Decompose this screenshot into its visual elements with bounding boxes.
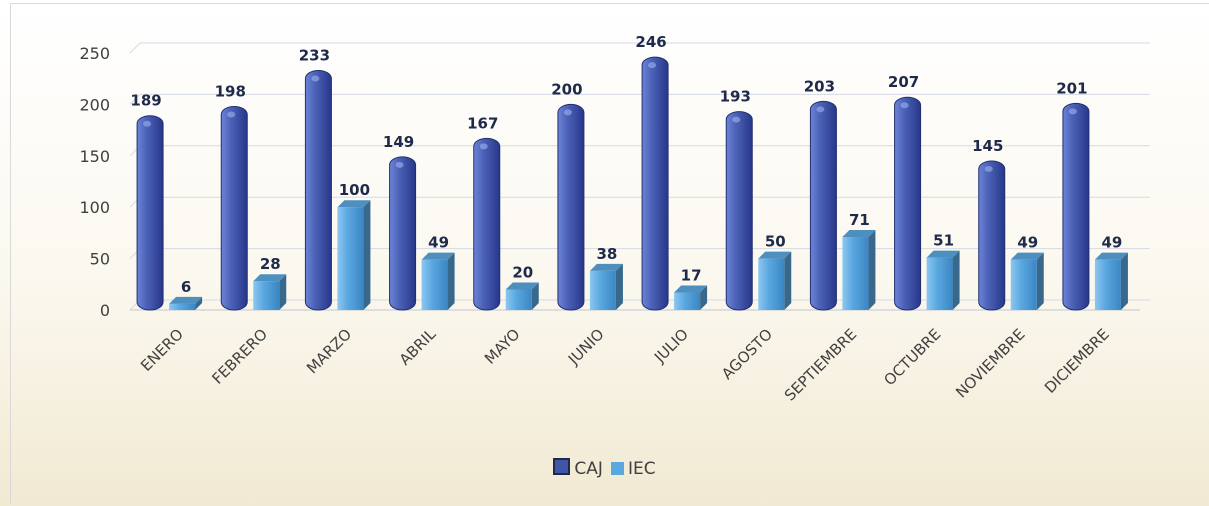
y-tick-label: 150 bbox=[79, 147, 110, 166]
x-tick-label: AGOSTO bbox=[718, 325, 776, 383]
y-tick-label: 250 bbox=[79, 44, 110, 63]
gridline bbox=[129, 42, 141, 54]
y-tick-label: 200 bbox=[79, 95, 110, 114]
x-tick-label: OCTUBRE bbox=[880, 325, 944, 389]
bar-iec-diciembre bbox=[1094, 252, 1128, 310]
x-tick-label: JULIO bbox=[650, 325, 692, 367]
legend-swatch bbox=[610, 461, 624, 475]
data-label-caj: 193 bbox=[720, 88, 751, 106]
data-label-iec: 100 bbox=[339, 181, 370, 199]
bar-caj-diciembre bbox=[1062, 102, 1090, 311]
bar-iec-mayo bbox=[505, 282, 539, 310]
data-label-iec: 38 bbox=[596, 245, 617, 263]
chart-frame bbox=[10, 3, 1209, 504]
bar-iec-noviembre bbox=[1010, 252, 1044, 310]
y-tick-label: 100 bbox=[79, 198, 110, 217]
data-label-iec: 20 bbox=[512, 263, 533, 281]
x-tick-label: NOVIEMBRE bbox=[952, 325, 1028, 401]
data-label-iec: 17 bbox=[681, 267, 702, 285]
bar-iec-septiembre bbox=[842, 230, 876, 310]
data-label-iec: 28 bbox=[260, 255, 281, 273]
x-tick-label: SEPTIEMBRE bbox=[781, 325, 860, 404]
data-label-iec: 49 bbox=[1017, 234, 1038, 252]
bar-iec-julio bbox=[674, 285, 708, 310]
bar-caj-marzo bbox=[304, 69, 332, 311]
data-label-caj: 233 bbox=[299, 46, 330, 64]
data-label-caj: 149 bbox=[383, 133, 414, 151]
legend-item-caj: CAJ bbox=[553, 458, 603, 479]
bar-caj-enero bbox=[136, 115, 164, 311]
bar-iec-abril bbox=[421, 252, 455, 310]
y-axis: 0 50 100 150 200 250 bbox=[79, 44, 1140, 320]
bar-caj-julio bbox=[641, 56, 669, 311]
data-label-caj: 203 bbox=[804, 77, 835, 95]
bar-caj-septiembre bbox=[809, 100, 837, 311]
x-tick-label: MAYO bbox=[481, 325, 524, 368]
x-tick-label: ENERO bbox=[137, 325, 187, 375]
data-label-caj: 198 bbox=[215, 82, 246, 100]
data-label-caj: 201 bbox=[1056, 79, 1087, 97]
legend-label: IEC bbox=[627, 458, 656, 479]
x-tick-label: ABRIL bbox=[396, 325, 440, 369]
bar-iec-marzo bbox=[337, 200, 371, 310]
bar-iec-junio bbox=[589, 263, 623, 310]
bars bbox=[136, 56, 1128, 311]
bar-caj-noviembre bbox=[978, 160, 1006, 311]
legend-item-iec: IEC bbox=[610, 458, 656, 479]
data-label-iec: 51 bbox=[933, 232, 954, 250]
bar-iec-febrero bbox=[253, 274, 287, 310]
bar-caj-mayo bbox=[473, 137, 501, 311]
legend-swatch bbox=[553, 458, 571, 475]
gridline bbox=[129, 94, 141, 105]
x-tick-label: MARZO bbox=[303, 325, 355, 377]
data-label-caj: 189 bbox=[130, 92, 161, 110]
bar-caj-agosto bbox=[725, 111, 753, 311]
data-label-iec: 6 bbox=[181, 278, 191, 296]
data-label-caj: 246 bbox=[635, 33, 666, 51]
x-tick-label: DICIEMBRE bbox=[1041, 325, 1113, 397]
y-tick-label: 0 bbox=[100, 301, 110, 320]
legend: CAJ IEC bbox=[0, 458, 1209, 479]
data-label-iec: 49 bbox=[1101, 234, 1122, 252]
bar-caj-junio bbox=[557, 103, 585, 311]
data-label-iec: 50 bbox=[765, 233, 786, 251]
data-label-iec: 49 bbox=[428, 234, 449, 252]
bar-caj-abril bbox=[389, 156, 417, 311]
data-labels: 189 6 198 28 233 100 149 49 167 20 200 38 246 17 193 50… bbox=[130, 33, 1122, 296]
bar-iec-agosto bbox=[758, 251, 792, 310]
legend-label: CAJ bbox=[574, 459, 603, 479]
bar-caj-octubre bbox=[894, 96, 922, 311]
data-label-caj: 145 bbox=[972, 137, 1003, 155]
y-tick-label: 50 bbox=[90, 250, 110, 269]
bar-iec-octubre bbox=[926, 250, 960, 310]
bar-iec-enero bbox=[169, 296, 203, 310]
data-label-caj: 207 bbox=[888, 73, 919, 91]
data-label-iec: 71 bbox=[849, 211, 870, 229]
data-label-caj: 200 bbox=[551, 80, 582, 98]
data-label-caj: 167 bbox=[467, 114, 498, 132]
x-tick-label: JUNIO bbox=[564, 325, 608, 369]
bar-caj-febrero bbox=[220, 105, 248, 311]
x-axis: ENERO FEBRERO MARZO ABRIL MAYO JUNIO JULIO AGOS… bbox=[137, 325, 1113, 405]
x-tick-label: FEBRERO bbox=[208, 325, 271, 388]
